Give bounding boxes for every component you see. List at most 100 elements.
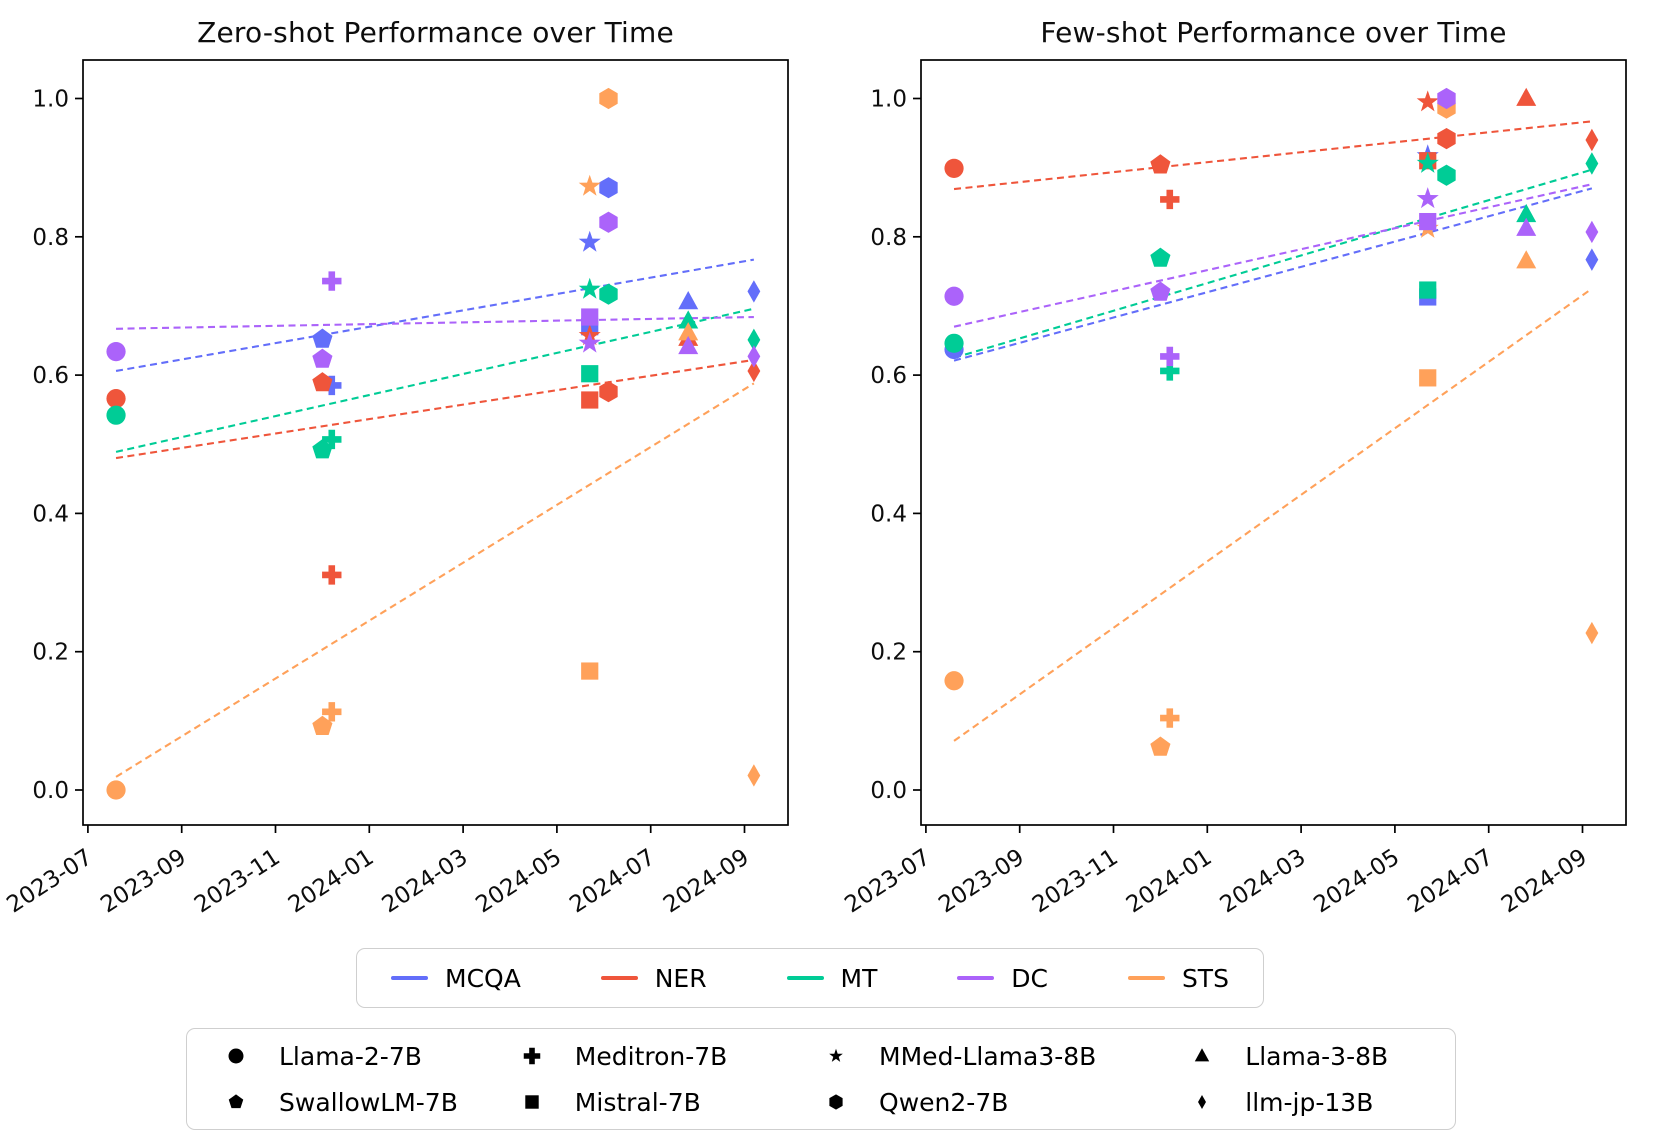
model-legend-label: Meditron-7B xyxy=(574,1041,728,1071)
model-legend-item-Llama-3-8B: Llama-3-8B xyxy=(1163,1039,1445,1073)
pentagon-icon xyxy=(228,1094,244,1109)
model-legend-label: Llama-3-8B xyxy=(1245,1041,1389,1071)
task-legend-item-DC: DC xyxy=(957,964,1048,993)
point-DC-MMed-Llama3-8B xyxy=(578,331,601,353)
task-legend-label: DC xyxy=(1011,963,1049,993)
trend-line-DC xyxy=(116,315,754,330)
trend-line-MCQA xyxy=(953,187,1593,362)
model-legend-item-Mistral-7B: Mistral-7B xyxy=(493,1085,797,1119)
point-DC-SwallowLM-7B xyxy=(312,348,333,368)
trend-line-NER xyxy=(953,120,1592,191)
diamond-icon xyxy=(1198,1095,1207,1109)
point-MT-MMed-Llama3-8B xyxy=(1416,151,1439,173)
point-MCQA-llm-jp-13B xyxy=(1585,248,1599,271)
point-DC-llm-jp-13B xyxy=(1585,220,1599,244)
x-tick-label: 2024-01 xyxy=(284,844,379,918)
trend-line-MT xyxy=(953,168,1593,359)
x-tick-label: 2023-07 xyxy=(2,844,97,918)
point-MT-Mistral-7B xyxy=(1419,281,1437,299)
point-MT-MMed-Llama3-8B xyxy=(578,277,601,299)
point-DC-Llama-2-7B xyxy=(106,341,126,362)
x-tick-label: 2024-05 xyxy=(471,844,566,918)
hexagon-icon xyxy=(829,1094,843,1110)
point-MCQA-SwallowLM-7B xyxy=(312,328,333,348)
model-legend-item-Meditron-7B: Meditron-7B xyxy=(493,1039,797,1073)
point-MCQA-MMed-Llama3-8B xyxy=(578,230,601,252)
x-tick-label: 2024-07 xyxy=(565,844,660,918)
point-MT-Meditron-7B xyxy=(322,429,342,450)
point-STS-Mistral-7B xyxy=(1419,369,1437,387)
NER-line-icon xyxy=(600,976,638,980)
point-STS-Meditron-7B xyxy=(322,702,342,722)
model-legend-label: Mistral-7B xyxy=(574,1087,701,1117)
task-legend-label: MCQA xyxy=(445,963,521,993)
point-STS-SwallowLM-7B xyxy=(312,715,333,735)
star-icon xyxy=(829,1048,843,1062)
model-legend-label: llm-jp-13B xyxy=(1245,1087,1374,1117)
STS-line-icon xyxy=(1127,976,1165,980)
right-plot: 2023-07 2023-09 2023-11 2024-01 2024-03 2024-… xyxy=(840,59,1627,918)
task-legend-item-NER: NER xyxy=(600,963,707,993)
point-MCQA-llm-jp-13B xyxy=(747,280,761,303)
point-MT-Meditron-7B xyxy=(1160,361,1180,381)
point-NER-Meditron-7B xyxy=(322,565,342,585)
point-STS-Llama-2-7B xyxy=(944,671,964,691)
point-NER-Qwen2-7B xyxy=(1437,128,1456,150)
point-STS-Qwen2-7B xyxy=(599,87,618,110)
trend-line-STS xyxy=(115,382,755,778)
point-DC-Qwen2-7B xyxy=(599,211,618,233)
point-DC-Llama-3-8B xyxy=(1516,217,1537,236)
task-legend-label: NER xyxy=(654,963,707,993)
left-plot: 2023-07 2023-09 2023-11 2024-01 2024-03 2024-… xyxy=(2,59,789,918)
task-legend-item-MCQA: MCQA xyxy=(391,964,521,993)
x-tick-label: 2024-03 xyxy=(1216,844,1311,918)
task-legend-item-MT: MT xyxy=(786,964,877,993)
y-tick-label: 0.8 xyxy=(870,225,907,251)
x-tick-label: 2024-05 xyxy=(1309,844,1404,918)
pentagon-icon xyxy=(228,1094,244,1109)
point-NER-Llama-2-7B xyxy=(106,389,126,409)
point-MT-Llama-2-7B xyxy=(944,333,964,353)
plot-frame xyxy=(920,59,1627,826)
triangle-icon xyxy=(1195,1048,1210,1062)
point-MT-Llama-2-7B xyxy=(106,405,126,425)
point-STS-Llama-3-8B xyxy=(1516,250,1537,269)
point-DC-Mistral-7B xyxy=(581,308,599,326)
y-tick-label: 0.0 xyxy=(32,778,69,804)
x-tick-label: 2023-09 xyxy=(934,844,1029,918)
point-DC-Meditron-7B xyxy=(322,271,342,291)
y-tick-label: 0.6 xyxy=(32,363,69,389)
point-NER-Mistral-7B xyxy=(581,391,599,409)
hexagon-icon xyxy=(829,1094,843,1110)
x-tick-label: 2023-07 xyxy=(840,844,935,918)
point-DC-Llama-3-8B xyxy=(678,335,699,355)
plot-frame xyxy=(82,59,789,826)
plus-icon xyxy=(523,1047,541,1065)
y-tick-label: 0.0 xyxy=(870,778,907,804)
point-STS-llm-jp-13B xyxy=(747,764,761,787)
point-NER-Llama-3-8B xyxy=(1516,87,1537,106)
point-NER-Meditron-7B xyxy=(1160,189,1180,210)
point-MT-Llama-3-8B xyxy=(678,310,699,329)
MT-line-icon xyxy=(786,976,824,980)
x-tick-label: 2024-09 xyxy=(1497,844,1592,918)
diamond-icon xyxy=(1198,1095,1207,1109)
task-legend-label: STS xyxy=(1181,963,1229,993)
model-legend-item-Llama-2-7B: Llama-2-7B xyxy=(197,1039,493,1073)
point-MT-Mistral-7B xyxy=(581,365,599,383)
MCQA-line-icon xyxy=(391,976,428,980)
trend-line-MT xyxy=(115,307,755,453)
x-tick-label: 2023-11 xyxy=(1028,844,1123,918)
point-MCQA-Qwen2-7B xyxy=(599,177,618,199)
trend-line-STS xyxy=(953,287,1593,742)
point-DC-Mistral-7B xyxy=(1419,212,1437,231)
x-tick-label: 2024-01 xyxy=(1122,844,1217,918)
point-MT-SwallowLM-7B xyxy=(312,439,333,459)
point-NER-Llama-2-7B xyxy=(944,158,964,178)
point-MT-Qwen2-7B xyxy=(1437,164,1456,186)
point-MT-llm-jp-13B xyxy=(747,328,761,352)
x-tick-label: 2023-09 xyxy=(96,844,191,918)
y-tick-label: 0.8 xyxy=(32,225,69,251)
